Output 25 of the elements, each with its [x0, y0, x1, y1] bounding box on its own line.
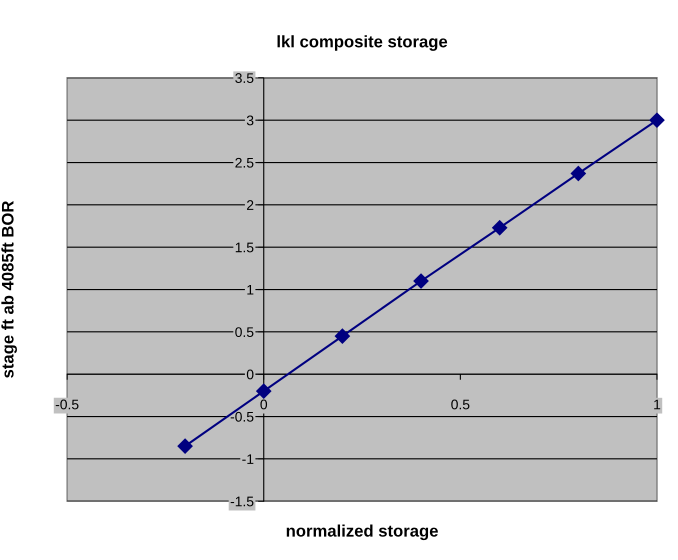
point — [256, 384, 272, 399]
y-tick-label: 3.5 — [235, 73, 254, 84]
x-tick-label: -0.5 — [56, 400, 79, 410]
y-tick-label: 1 — [247, 284, 254, 295]
y-tick-label: 0.5 — [235, 327, 254, 338]
x-axis-title: normalized storage — [286, 524, 438, 540]
y-tick-label: -0.5 — [230, 412, 254, 422]
point — [413, 273, 429, 289]
y-tick-label: 3 — [246, 116, 254, 126]
y-tick-label: 2 — [246, 200, 254, 210]
x-tick-label: 0.5 — [451, 400, 470, 410]
point — [649, 112, 665, 128]
point — [334, 328, 350, 344]
y-tick-label: 2.5 — [235, 158, 254, 168]
point — [570, 166, 586, 182]
x-tick-label: 0 — [260, 400, 268, 410]
y-tick-label: 1.5 — [236, 242, 254, 252]
chart-title: lkl composite storage — [278, 35, 448, 51]
y-tick-label: 0 — [246, 370, 254, 380]
y-tick-label: -1.5 — [230, 496, 254, 506]
point — [178, 438, 193, 454]
y-axis-title: stage ft ab 4085ft BOR — [1, 200, 17, 378]
y-tick-label: -1 — [242, 454, 254, 464]
x-tick-label: 1 — [654, 400, 660, 410]
point — [492, 220, 508, 236]
